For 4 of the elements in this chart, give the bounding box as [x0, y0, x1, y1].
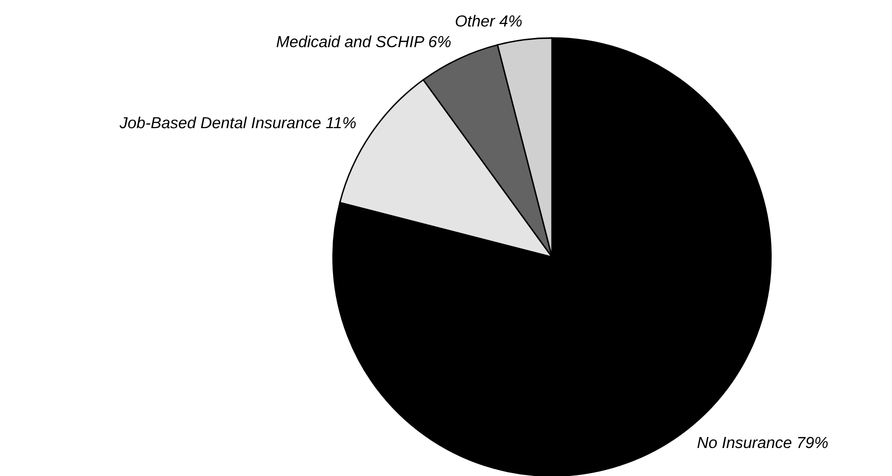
slice-label: Medicaid and SCHIP 6% [276, 36, 451, 48]
slice-label: Other 4% [456, 14, 522, 27]
slice-label: No Insurance 79% [697, 436, 828, 448]
slice-label: Job-Based Dental Insurance 11% [120, 116, 356, 128]
